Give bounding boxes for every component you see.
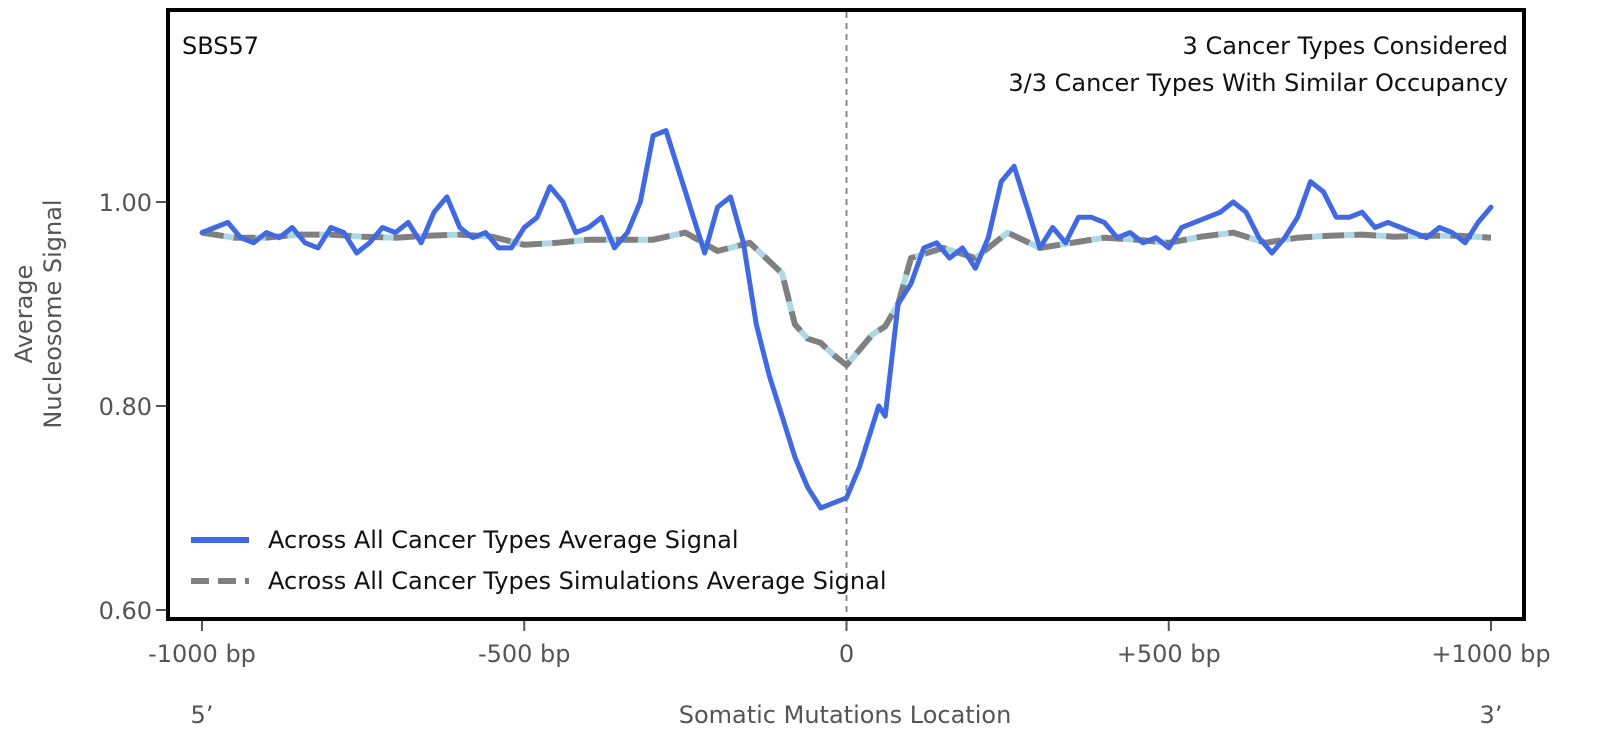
x-tick-label: -1000 bp bbox=[148, 640, 256, 668]
x-tick-label: +1000 bp bbox=[1431, 640, 1550, 668]
y-tick-label: 0.80 bbox=[99, 393, 152, 421]
y-axis-ticks: 0.60 0.80 1.00 bbox=[99, 189, 166, 625]
x-axis-ticks: -1000 bp -500 bp 0 +500 bp +1000 bp bbox=[148, 621, 1551, 668]
observed-signal-line bbox=[199, 128, 1494, 511]
signature-label: SBS57 bbox=[182, 32, 259, 60]
simulated-signal-line-accent bbox=[201, 229, 1492, 369]
five-prime-label: 5’ bbox=[191, 701, 214, 729]
x-tick-label: +500 bp bbox=[1117, 640, 1221, 668]
x-tick-label: -500 bp bbox=[478, 640, 571, 668]
y-axis-title-line-2: Nucleosome Signal bbox=[39, 199, 67, 428]
similar-occupancy: 3/3 Cancer Types With Similar Occupancy bbox=[1008, 69, 1508, 97]
y-tick-label: 0.60 bbox=[99, 597, 152, 625]
y-axis-title-line-1: Average bbox=[10, 265, 38, 364]
legend: Across All Cancer Types Average Signal A… bbox=[191, 526, 887, 595]
plot-frame bbox=[166, 8, 1526, 621]
x-axis-title: Somatic Mutations Location bbox=[679, 701, 1012, 729]
three-prime-label: 3’ bbox=[1480, 701, 1503, 729]
simulated-signal-line bbox=[201, 229, 1492, 369]
legend-observed-label: Across All Cancer Types Average Signal bbox=[268, 526, 739, 554]
x-tick-label: 0 bbox=[839, 640, 854, 668]
legend-simulated-label: Across All Cancer Types Simulations Aver… bbox=[268, 567, 887, 595]
series-layer bbox=[199, 128, 1494, 511]
cancer-types-considered: 3 Cancer Types Considered bbox=[1183, 32, 1508, 60]
y-tick-label: 1.00 bbox=[99, 189, 152, 217]
